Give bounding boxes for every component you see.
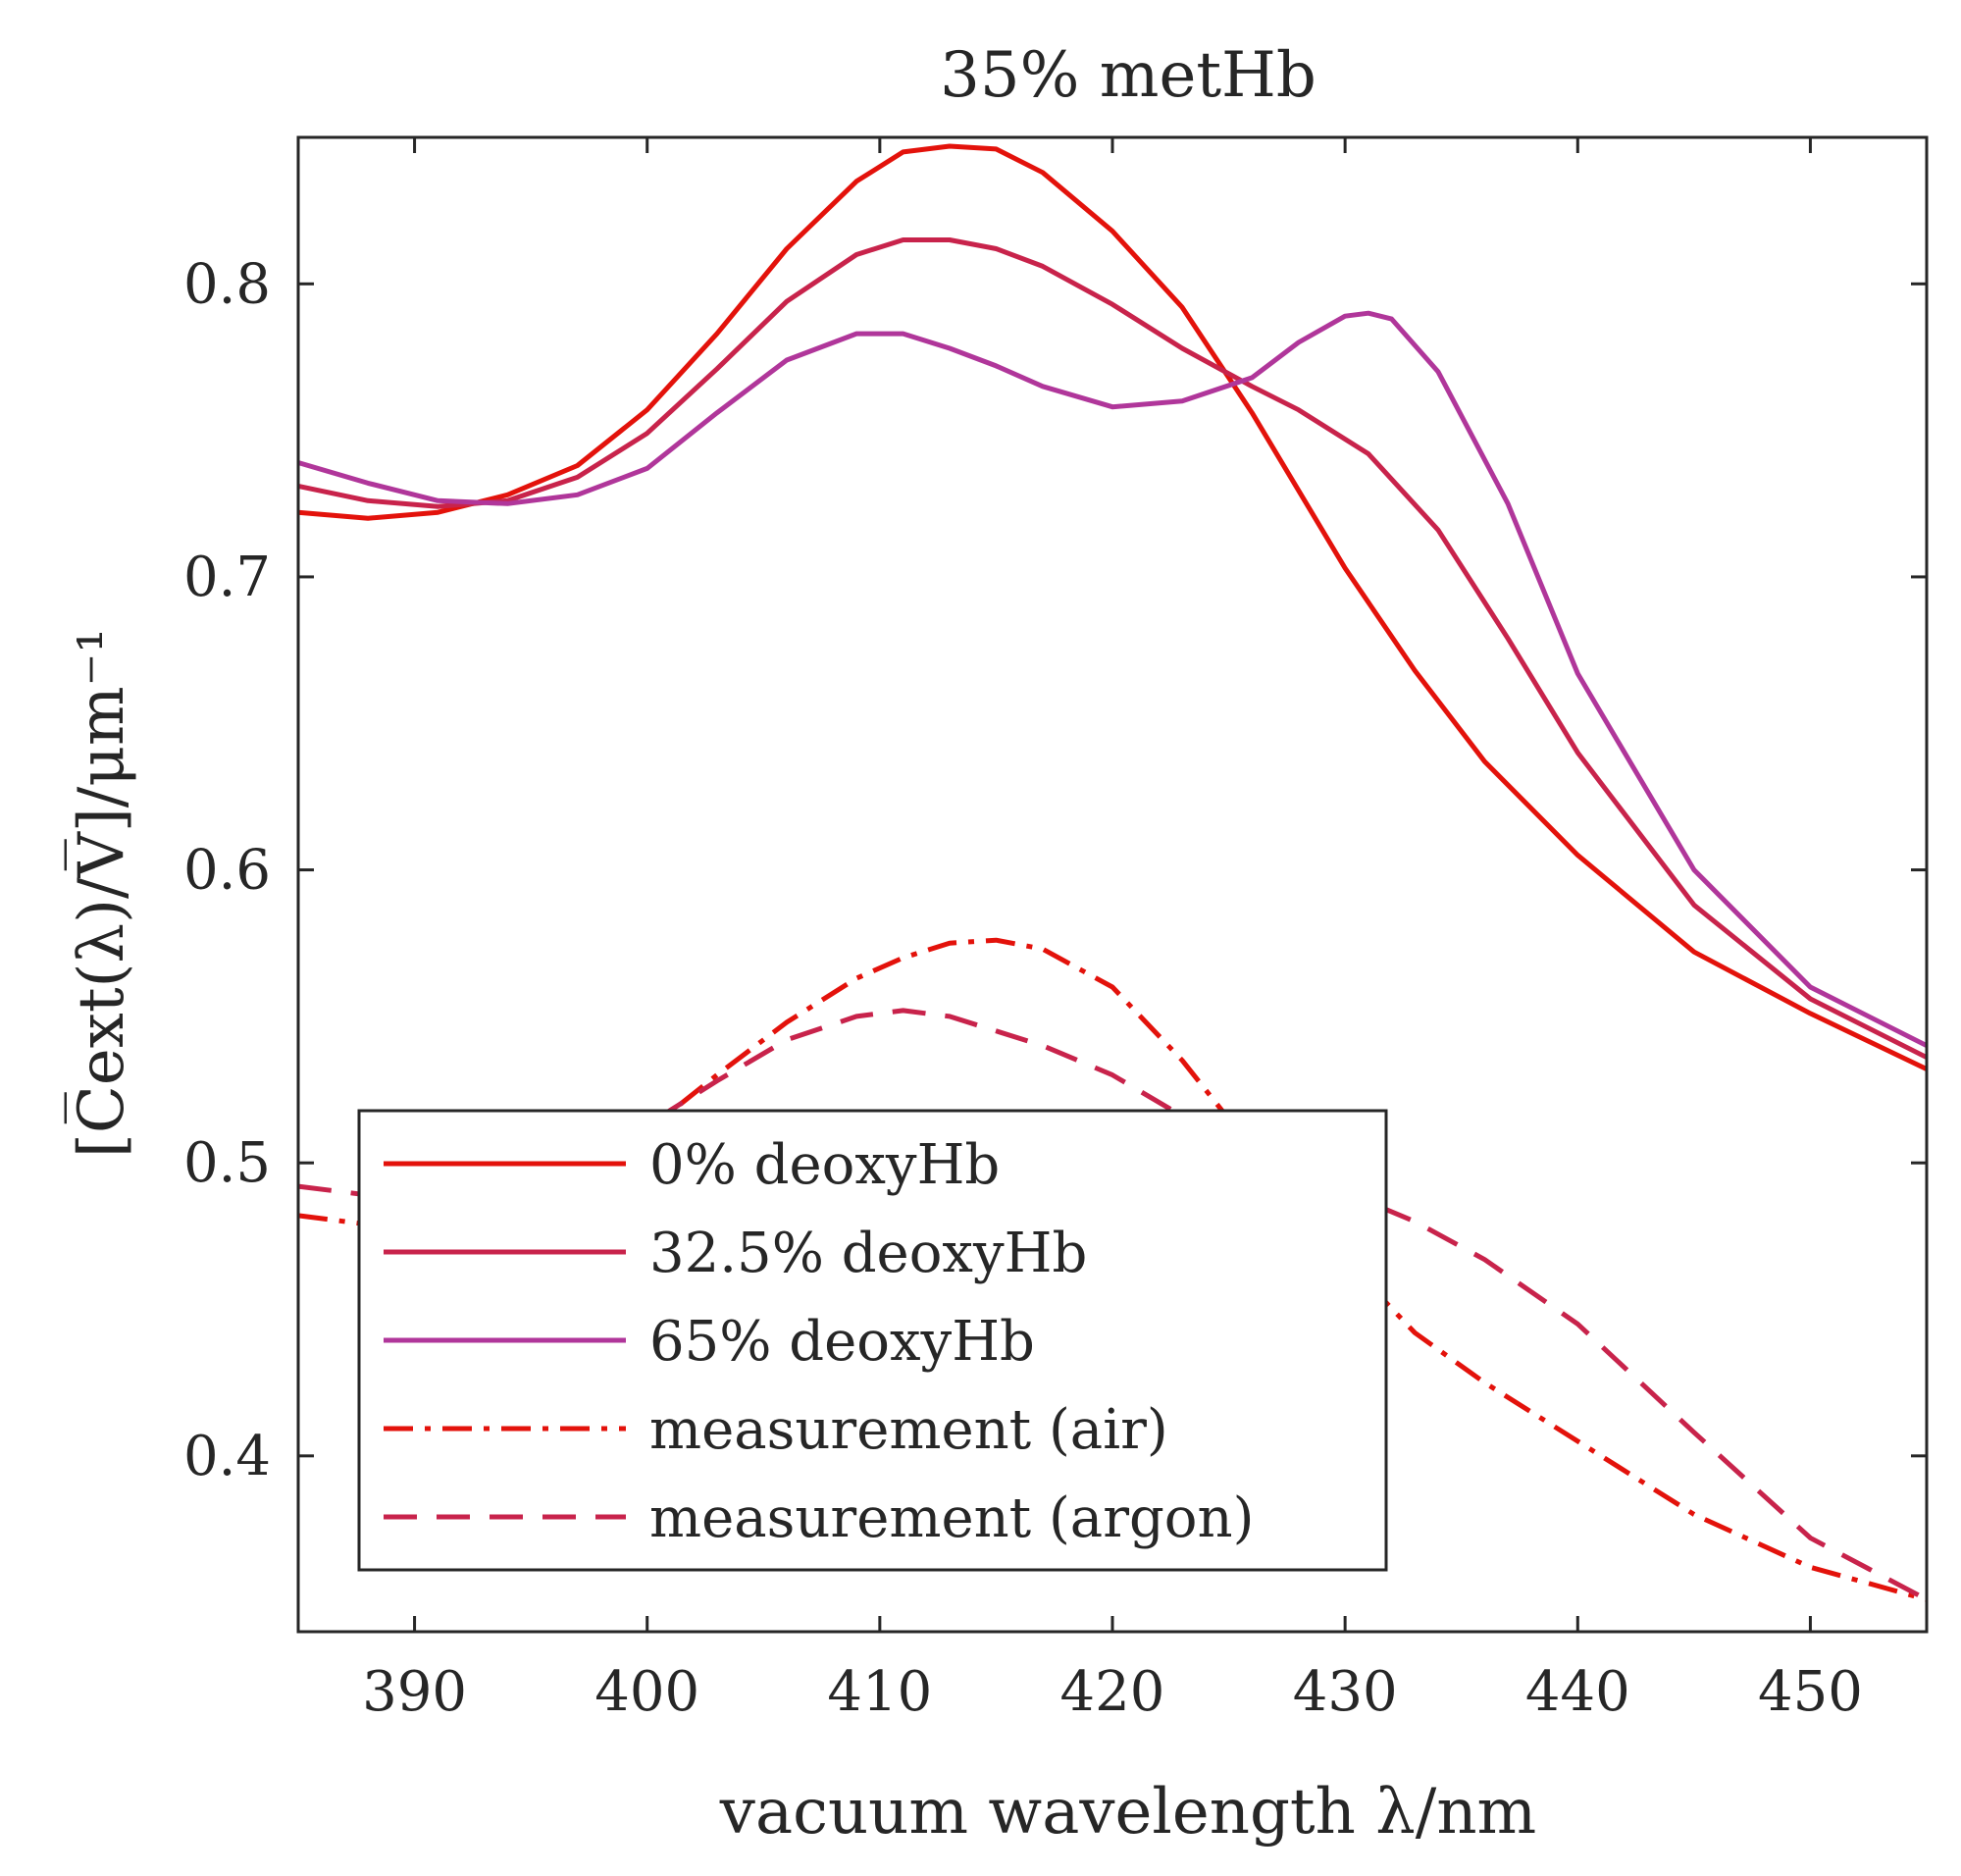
x-tick-label: 450 bbox=[1758, 1660, 1863, 1724]
x-tick-label: 410 bbox=[827, 1660, 932, 1724]
y-tick-label: 0.6 bbox=[183, 839, 271, 903]
x-tick-label: 430 bbox=[1293, 1660, 1398, 1724]
y-tick-label: 0.5 bbox=[183, 1131, 271, 1195]
chart-title: 35% metHb bbox=[940, 39, 1316, 112]
series-line-3 bbox=[297, 310, 1929, 1048]
legend-label-2: 32.5% deoxyHb bbox=[649, 1222, 1087, 1285]
x-tick-label: 420 bbox=[1060, 1660, 1165, 1724]
series-line-2 bbox=[297, 237, 1929, 1060]
x-axis-label: vacuum wavelength λ/nm bbox=[719, 1776, 1536, 1849]
legend-label-4: measurement (air) bbox=[649, 1398, 1168, 1462]
x-tick-label: 440 bbox=[1525, 1660, 1630, 1724]
series-line-5 bbox=[297, 1008, 1929, 1602]
legend-label-5: measurement (argon) bbox=[649, 1486, 1254, 1550]
y-tick-label: 0.7 bbox=[183, 546, 271, 609]
y-tick-label: 0.8 bbox=[183, 252, 271, 316]
legend: 0% deoxyHb 32.5% deoxyHb 65% deoxyHb measur… bbox=[357, 1109, 1388, 1572]
series-line-1 bbox=[297, 143, 1929, 1071]
legend-label-1: 0% deoxyHb bbox=[649, 1133, 1000, 1197]
axes: 390 400 410 420 430 440 450 0.4 0.5 0.6 0.7 0.8 bbox=[183, 135, 1929, 1724]
x-tick-label: 390 bbox=[362, 1660, 467, 1724]
y-tick-label: 0.4 bbox=[183, 1425, 271, 1488]
legend-label-3: 65% deoxyHb bbox=[649, 1310, 1035, 1374]
x-tick-label: 400 bbox=[594, 1660, 699, 1724]
y-axis-label: [C̅ext(λ)/V̅]/μm⁻¹ bbox=[63, 628, 138, 1158]
